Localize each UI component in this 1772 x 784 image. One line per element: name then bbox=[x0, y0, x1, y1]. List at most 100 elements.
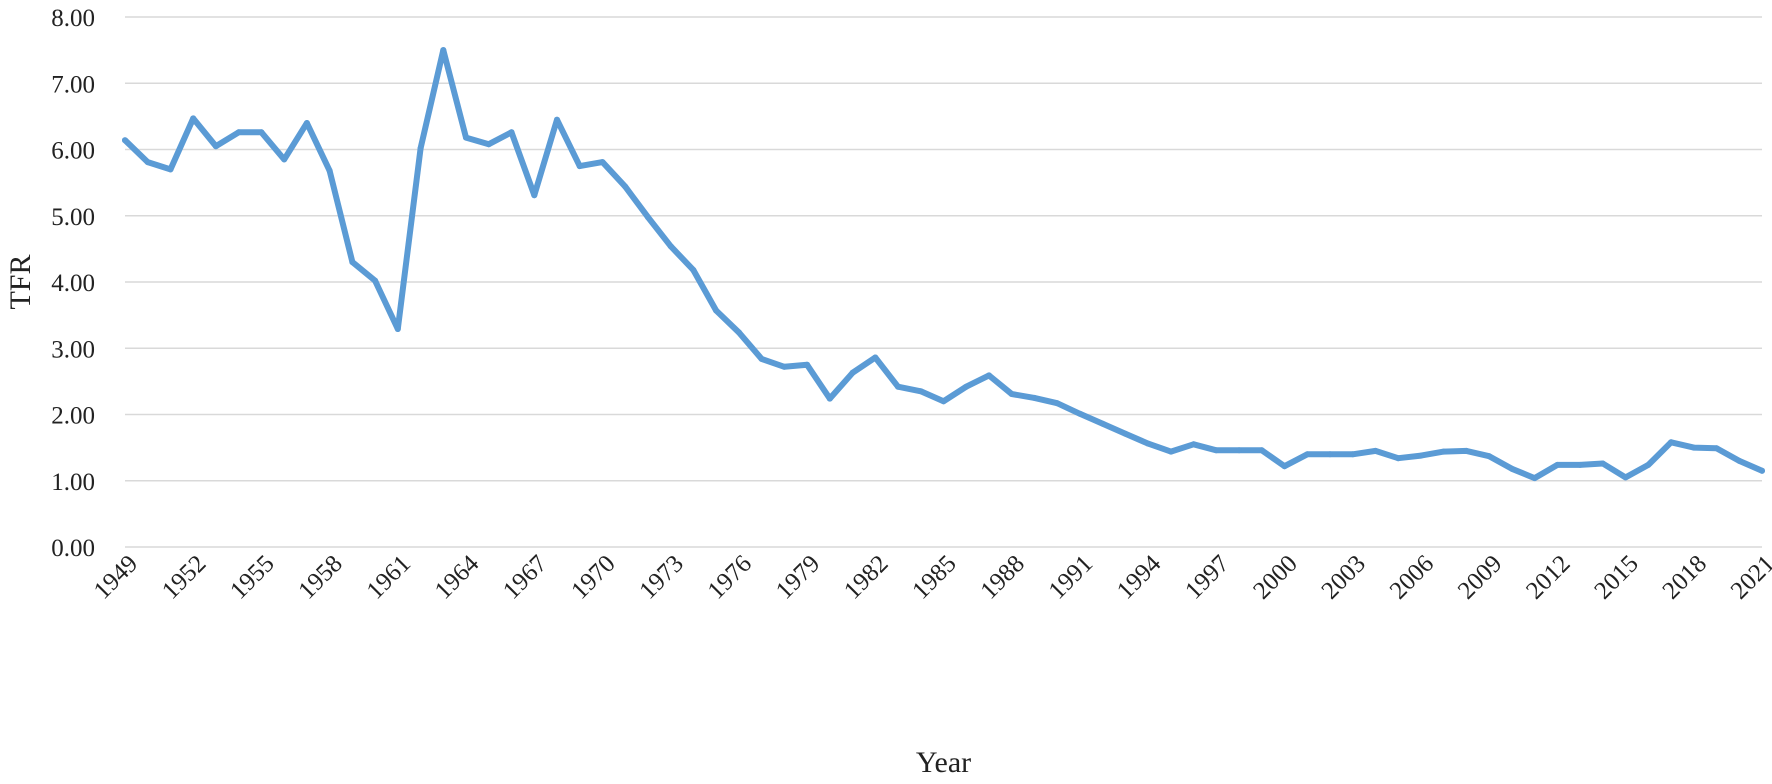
y-tick-label: 0.00 bbox=[51, 535, 95, 562]
data-point bbox=[372, 277, 379, 284]
data-point bbox=[576, 163, 583, 170]
data-point bbox=[940, 398, 947, 405]
data-point bbox=[690, 267, 697, 274]
data-point bbox=[167, 166, 174, 173]
data-point bbox=[349, 259, 356, 266]
x-tick-label: 2018 bbox=[1658, 550, 1712, 604]
data-point bbox=[326, 167, 333, 174]
data-point bbox=[1076, 410, 1083, 417]
data-point bbox=[122, 137, 128, 144]
data-point bbox=[781, 363, 788, 370]
data-point bbox=[508, 129, 515, 136]
data-point bbox=[1577, 461, 1584, 468]
x-tick-label: 1994 bbox=[1112, 550, 1167, 605]
data-point bbox=[1418, 452, 1424, 459]
x-tick-label: 1979 bbox=[771, 550, 825, 604]
x-tick-label: 2021 bbox=[1726, 550, 1772, 604]
data-point bbox=[1599, 460, 1606, 467]
data-point bbox=[1327, 451, 1333, 458]
data-point bbox=[986, 372, 992, 379]
data-point bbox=[554, 116, 560, 123]
data-point bbox=[963, 383, 970, 390]
data-point bbox=[1281, 463, 1288, 470]
data-point bbox=[713, 307, 720, 314]
data-point bbox=[1759, 467, 1765, 474]
x-tick-label: 1970 bbox=[566, 550, 620, 604]
data-point bbox=[258, 129, 265, 136]
x-tick-label: 2015 bbox=[1589, 550, 1643, 604]
data-point bbox=[599, 159, 606, 166]
data-point bbox=[1463, 447, 1470, 454]
gridlines bbox=[125, 16, 1762, 548]
data-point bbox=[1122, 430, 1129, 437]
data-point bbox=[463, 134, 469, 141]
data-point bbox=[1645, 461, 1652, 468]
data-point bbox=[1167, 448, 1174, 455]
x-tick-label: 2006 bbox=[1385, 550, 1439, 604]
x-tick-label: 2003 bbox=[1317, 550, 1371, 604]
data-point bbox=[1440, 448, 1447, 455]
data-point bbox=[1713, 445, 1720, 452]
x-tick-label: 2009 bbox=[1453, 550, 1507, 604]
data-point bbox=[735, 329, 742, 336]
data-point bbox=[826, 395, 833, 402]
x-tick-label: 1967 bbox=[498, 550, 552, 604]
x-tick-label: 1958 bbox=[293, 550, 347, 604]
data-point bbox=[917, 388, 924, 395]
data-point bbox=[1258, 447, 1265, 454]
data-point bbox=[667, 243, 674, 250]
data-point bbox=[440, 47, 447, 54]
x-tick-label: 1985 bbox=[907, 550, 961, 604]
data-point bbox=[144, 159, 151, 166]
series-layer bbox=[122, 47, 1765, 482]
data-point bbox=[1690, 444, 1697, 451]
x-axis-ticks: 1949 1952 1955 1958 1961 1964 1967 1970 1973 1976… bbox=[89, 550, 1772, 605]
x-tick-label: 1997 bbox=[1180, 550, 1234, 604]
data-point bbox=[485, 141, 492, 148]
x-tick-label: 1961 bbox=[362, 550, 416, 604]
data-point bbox=[758, 355, 765, 362]
data-point bbox=[1508, 465, 1515, 472]
x-tick-label: 1949 bbox=[89, 550, 143, 604]
data-point bbox=[1145, 440, 1152, 447]
data-point bbox=[303, 120, 310, 126]
y-tick-label: 3.00 bbox=[51, 336, 95, 363]
data-point bbox=[394, 326, 401, 332]
data-point bbox=[1031, 394, 1038, 401]
y-tick-label: 7.00 bbox=[51, 71, 95, 98]
data-point bbox=[1236, 447, 1243, 454]
y-tick-label: 8.00 bbox=[51, 5, 95, 32]
data-point bbox=[281, 156, 288, 163]
x-tick-label: 1955 bbox=[225, 550, 279, 604]
data-point bbox=[1622, 474, 1629, 481]
data-point bbox=[1099, 420, 1106, 427]
y-tick-label: 6.00 bbox=[51, 138, 95, 165]
data-point bbox=[1736, 457, 1743, 464]
data-point bbox=[1668, 439, 1675, 446]
data-point bbox=[1008, 391, 1015, 397]
data-point bbox=[1531, 475, 1538, 482]
y-axis-title: TFR bbox=[4, 254, 37, 309]
data-point bbox=[1213, 447, 1220, 454]
x-tick-label: 1976 bbox=[703, 550, 757, 604]
data-point bbox=[1554, 461, 1561, 468]
data-point bbox=[531, 192, 538, 199]
x-axis-title: Year bbox=[916, 746, 971, 779]
x-tick-label: 2012 bbox=[1521, 550, 1575, 604]
data-point bbox=[1190, 441, 1197, 448]
data-point bbox=[417, 145, 424, 152]
y-tick-label: 5.00 bbox=[51, 204, 95, 231]
data-point bbox=[1349, 451, 1356, 458]
data-point bbox=[1486, 453, 1493, 460]
data-points bbox=[122, 47, 1765, 482]
y-tick-label: 4.00 bbox=[51, 270, 95, 297]
y-axis-ticks: 0.00 1.00 2.00 3.00 4.00 5.00 6.00 7.00 8.00 bbox=[51, 5, 95, 562]
x-tick-label: 1991 bbox=[1044, 550, 1098, 604]
y-tick-label: 1.00 bbox=[51, 469, 95, 496]
data-point bbox=[804, 361, 811, 368]
x-tick-label: 2000 bbox=[1248, 550, 1302, 604]
data-point bbox=[1395, 455, 1402, 462]
data-point bbox=[872, 354, 879, 361]
